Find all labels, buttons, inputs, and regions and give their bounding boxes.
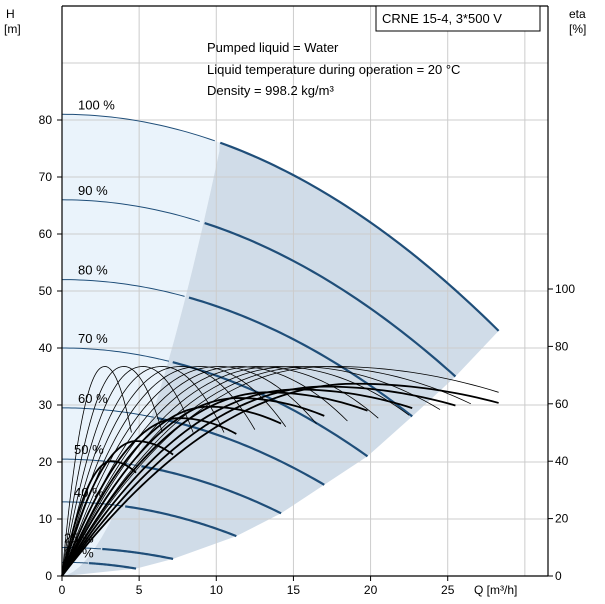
y-left-axis-label: H (6, 7, 15, 21)
info-line-density: Density = 998.2 kg/m³ (207, 83, 334, 98)
x-tick-label-4: 20 (364, 583, 378, 597)
y-left-tick-label-3: 30 (39, 398, 53, 412)
speed-label-6: 40 % (74, 485, 104, 500)
x-tick-label-2: 10 (210, 583, 224, 597)
efficiency-curve-0 (61, 382, 499, 577)
head-curve-thin-3 (61, 347, 170, 362)
efficiency-curve-5 (61, 405, 282, 577)
info-line-temperature: Liquid temperature during operation = 20… (207, 62, 460, 77)
efficiency-curve-3 (61, 391, 368, 577)
efficiency-curve-6 (61, 417, 237, 577)
efficiency-curve-thin-7 (61, 366, 287, 577)
y-right-tick-label-2: 40 (555, 454, 569, 468)
speed-label-5: 50 % (74, 442, 104, 457)
efficiency-curve-4 (61, 397, 325, 577)
head-curve-thin-4 (61, 407, 154, 418)
efficiency-curve-2 (61, 388, 413, 577)
speed-labels: 100 % 90 % 80 % 70 % 60 % 50 % 40 % 25 %17 % (64, 97, 115, 560)
y-left-tick-label-8: 80 (39, 113, 53, 127)
head-curve-thin-1 (61, 199, 200, 222)
speed-label-2: 80 % (78, 263, 108, 278)
efficiency-curve-thin-3 (61, 366, 410, 577)
x-axis-label: Q [m³/h] (474, 583, 517, 597)
head-curve-thin-2 (61, 279, 185, 297)
speed-label-7: 25 % (64, 531, 94, 546)
efficiency-curve-thin-9 (61, 366, 225, 577)
head-curve-6 (125, 505, 237, 538)
x-tick-label-3: 15 (287, 583, 301, 597)
y-right-tick-label-4: 80 (555, 339, 569, 353)
head-curve-1 (204, 221, 457, 378)
chart-title: CRNE 15-4, 3*500 V (382, 11, 502, 26)
efficiency-curve-8 (61, 460, 137, 577)
efficiency-curve-thin-12 (61, 366, 132, 577)
head-curve-7 (102, 547, 174, 560)
y-left-axis-unit: [m] (4, 22, 21, 36)
y-left-tick-label-6: 60 (39, 227, 53, 241)
y-right-tick-label-1: 20 (555, 512, 569, 526)
head-curve-8 (88, 562, 137, 570)
operating-area (62, 142, 499, 576)
efficiency-curve-thin-5 (61, 366, 348, 577)
speed-label-4: 60 % (78, 391, 108, 406)
efficiency-curve-thin-4 (61, 366, 379, 577)
head-curve-thin-5 (61, 458, 139, 467)
efficiency-curve-thin-11 (61, 366, 163, 577)
speed-label-0: 100 % (78, 97, 115, 112)
y-right-tick-label-5: 100 (555, 282, 575, 296)
efficiency-curves (61, 366, 499, 577)
y-left-tick-label-4: 40 (39, 341, 53, 355)
title-box (375, 5, 541, 32)
axes: 0 5 10 15 20 25 0 10 20 30 40 50 60 70 80 0 20 40 60 80 100 (39, 5, 575, 597)
y-left-tick-label-1: 10 (39, 512, 53, 526)
head-curve-0 (219, 141, 500, 332)
speed-label-3: 70 % (78, 331, 108, 346)
efficiency-curve-thin-10 (61, 366, 194, 577)
x-tick-label-5: 25 (441, 583, 455, 597)
head-curve-thin-0 (61, 113, 215, 142)
x-tick-label-1: 5 (136, 583, 143, 597)
y-right-tick-label-0: 0 (555, 569, 562, 583)
y-right-tick-label-3: 60 (555, 397, 569, 411)
y-left-tick-label-0: 0 (45, 569, 52, 583)
x-tick-label-0: 0 (59, 583, 66, 597)
efficiency-curve-thin-6 (61, 366, 317, 577)
y-left-tick-label-5: 50 (39, 284, 53, 298)
efficiency-curve-7 (61, 440, 174, 577)
y-left-tick-label-7: 70 (39, 170, 53, 184)
speed-label-1: 90 % (78, 183, 108, 198)
head-curve-5 (141, 465, 282, 515)
info-line-liquid: Pumped liquid = Water (207, 40, 339, 55)
head-curve-4 (156, 416, 325, 486)
y-right-axis-label: eta (569, 7, 586, 21)
efficiency-curve-thin-1 (61, 366, 472, 577)
speed-label-8: 17 % (64, 545, 94, 560)
y-right-axis-unit: [%] (569, 22, 586, 36)
y-left-tick-label-2: 20 (39, 455, 53, 469)
